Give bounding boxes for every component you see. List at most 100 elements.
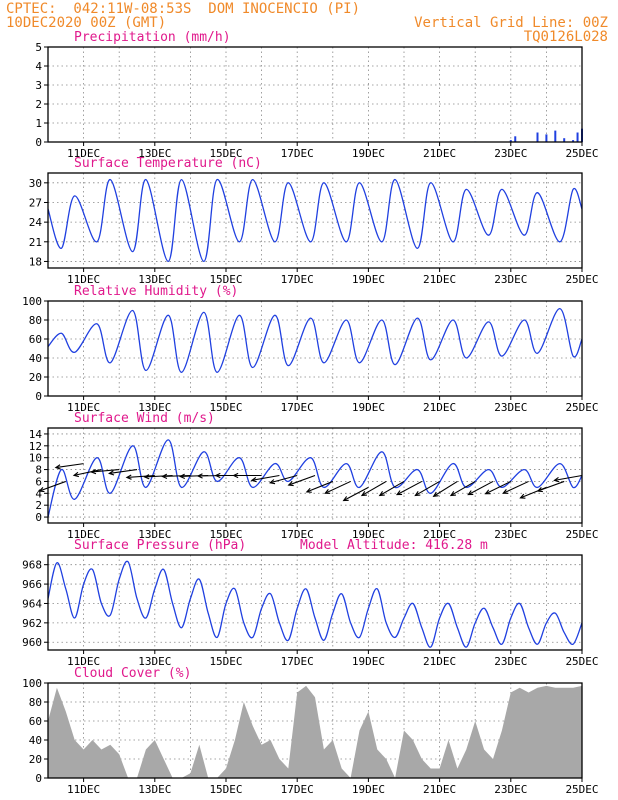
wind-arrow-shaft — [343, 486, 369, 502]
wind-arrow-head — [125, 474, 132, 480]
rh-ytick-label: 60 — [29, 333, 42, 346]
wind-wind-arrow — [484, 480, 512, 495]
wind-arrow-shaft — [485, 480, 512, 495]
rh-frame — [47, 300, 583, 397]
wind-wind-arrow — [324, 480, 351, 494]
wind-xtick-label: 21DEC — [423, 528, 456, 541]
wind-arrow-shaft — [450, 480, 476, 496]
precip-xtick-label: 21DEC — [423, 147, 456, 160]
cloud-ytick-label: 100 — [22, 677, 42, 690]
pressure-xtick-label: 23DEC — [494, 655, 527, 668]
wind-arrow-shaft — [361, 480, 387, 496]
wind-xtick-label: 17DEC — [281, 528, 314, 541]
wind-arrow-head — [432, 491, 439, 497]
wind-arrow-head — [161, 473, 168, 479]
wind-arrow-head — [324, 489, 331, 494]
wind-arrow-head — [414, 490, 421, 497]
pressure-xtick-label: 25DEC — [565, 655, 598, 668]
temp-ytick-label: 24 — [29, 216, 43, 229]
wind-xtick-label: 23DEC — [494, 528, 527, 541]
precip-bar — [554, 130, 557, 142]
wind-ytick-label: 14 — [29, 428, 43, 441]
cloud-xtick-label: 15DEC — [209, 783, 242, 796]
wind-arrow-shaft — [73, 469, 102, 476]
pressure-ytick-label: 962 — [22, 617, 42, 630]
cloud-xtick-label: 11DEC — [67, 783, 100, 796]
precip-bar — [572, 140, 575, 142]
wind-arrow-head — [536, 487, 543, 493]
wind-arrow-shaft — [324, 480, 351, 494]
wind-arrow-head — [54, 464, 61, 470]
cloud-ytick-label: 20 — [29, 753, 42, 766]
pressure-xtick-label: 15DEC — [209, 655, 242, 668]
wind-xtick-label: 25DEC — [565, 528, 598, 541]
wind-arrow-head — [305, 487, 312, 493]
precip-ytick-label: 1 — [35, 117, 42, 130]
wind-wind-arrow — [54, 463, 84, 470]
wind-ytick-label: 8 — [35, 464, 42, 477]
wind-arrow-head — [214, 472, 221, 479]
rh-ytick-label: 0 — [35, 390, 42, 403]
cloud-xtick-label: 25DEC — [565, 783, 598, 796]
wind-arrow-head — [72, 471, 79, 478]
pressure-ytick-label: 968 — [22, 559, 42, 572]
wind-xtick-label: 15DEC — [209, 528, 242, 541]
temp-title: Surface Temperature (nC) — [74, 156, 262, 171]
rh-ytick-label: 40 — [29, 352, 42, 365]
wind-wind-arrow — [161, 473, 191, 479]
wind-arrow-shaft — [251, 474, 280, 481]
wind-arrow-head — [108, 470, 115, 476]
rh-xtick-label: 19DEC — [352, 401, 385, 414]
rh-xtick-label: 11DEC — [67, 401, 100, 414]
rh-ytick-label: 80 — [29, 314, 42, 327]
wind-wind-arrow — [268, 474, 298, 485]
precip-ytick-label: 0 — [35, 136, 42, 149]
temp-ytick-label: 18 — [29, 255, 42, 268]
cloud-xtick-label: 21DEC — [423, 783, 456, 796]
cloud-xtick-label: 13DEC — [138, 783, 171, 796]
precip-xtick-label: 25DEC — [565, 147, 598, 160]
wind-arrow-head — [250, 476, 257, 483]
precip-xtick-label: 11DEC — [67, 147, 100, 160]
temp-ytick-label: 30 — [29, 177, 42, 190]
cloud-ytick-label: 0 — [35, 772, 42, 785]
wind-wind-arrow — [250, 474, 280, 483]
pressure-title: Surface Pressure (hPa) — [74, 538, 246, 553]
temp-xtick-label: 11DEC — [67, 273, 100, 286]
pressure-xtick-label: 21DEC — [423, 655, 456, 668]
wind-wind-arrow — [38, 480, 66, 493]
wind-arrow-shaft — [502, 480, 529, 494]
wind-ytick-label: 0 — [35, 511, 42, 524]
pressure-ytick-label: 966 — [22, 578, 42, 591]
wind-arrow-head — [395, 490, 403, 496]
wind-arrow-shaft — [126, 474, 155, 479]
temp-xtick-label: 21DEC — [423, 273, 456, 286]
precip-ytick-label: 5 — [35, 41, 42, 54]
temp-frame — [47, 172, 583, 269]
precip-xtick-label: 23DEC — [494, 147, 527, 160]
pressure-ytick-label: 960 — [22, 636, 42, 649]
wind-arrow-head — [196, 473, 203, 479]
cloud-xtick-label: 17DEC — [281, 783, 314, 796]
cloud-xtick-label: 19DEC — [352, 783, 385, 796]
wind-arrow-shaft — [415, 480, 440, 496]
precip-xtick-label: 19DEC — [352, 147, 385, 160]
temp-xtick-label: 25DEC — [565, 273, 598, 286]
pressure-ytick-label: 964 — [22, 597, 42, 610]
wind-arrow-shaft — [55, 463, 84, 469]
wind-wind-arrow — [287, 474, 316, 487]
cloud-xtick-label: 23DEC — [494, 783, 527, 796]
temp-xtick-label: 17DEC — [281, 273, 314, 286]
rh-xtick-label: 25DEC — [565, 401, 598, 414]
wind-ytick-label: 4 — [35, 487, 42, 500]
header-grid-note: Vertical Grid Line: 00Z — [414, 15, 608, 31]
wind-arrow-head — [90, 468, 97, 475]
temp-xtick-label: 13DEC — [138, 273, 171, 286]
precip-bar — [536, 132, 539, 142]
wind-arrow-head — [143, 474, 150, 480]
precip-frame — [47, 46, 583, 143]
cloud-frame — [47, 682, 583, 779]
precip-ytick-label: 3 — [35, 79, 42, 92]
pressure-xtick-label: 11DEC — [67, 655, 100, 668]
